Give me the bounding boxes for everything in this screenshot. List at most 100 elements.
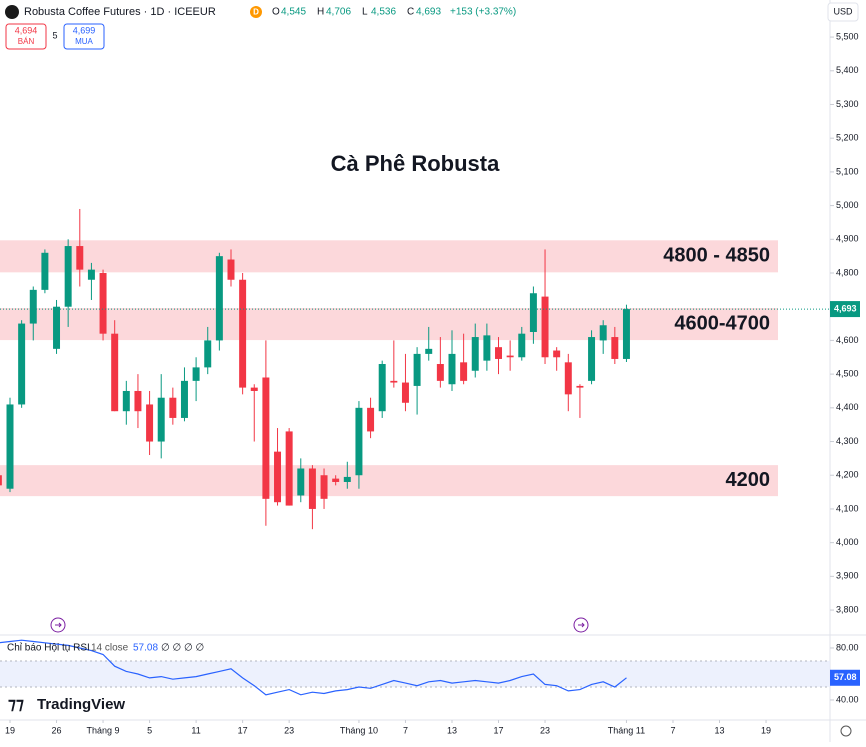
event-icon-arrow xyxy=(55,622,62,628)
rsi-line xyxy=(0,639,627,696)
last-price-box xyxy=(830,301,860,318)
y-tick-label: 3,800 xyxy=(836,604,859,614)
currency-button[interactable] xyxy=(827,2,859,22)
candle-body xyxy=(285,431,293,506)
candle-body xyxy=(378,364,386,412)
candle-body xyxy=(401,382,409,403)
candle-body xyxy=(553,350,561,358)
x-tick-label: Tháng 10 xyxy=(340,725,378,735)
y-tick-label: 4,400 xyxy=(836,402,859,412)
ohlc-label: H xyxy=(317,7,324,18)
candle-body xyxy=(99,273,107,334)
x-tick-label: 7 xyxy=(670,725,675,735)
sell-label: BÁN xyxy=(18,37,35,46)
zone-label: 4800 - 4850 xyxy=(663,245,770,267)
rsi-tick-label: 40.00 xyxy=(836,694,859,704)
candle-body xyxy=(122,390,130,412)
x-tick-label: Tháng 11 xyxy=(608,725,645,735)
logo-mark: ⁊⁊ xyxy=(8,696,24,713)
rsi-band xyxy=(0,660,830,687)
candle-body xyxy=(355,407,363,476)
ohlc-label: C xyxy=(407,7,414,18)
y-tick-label: 4,600 xyxy=(836,335,859,345)
candle-body xyxy=(471,337,479,371)
rsi-params: 14 close xyxy=(91,643,129,654)
rsi-current-label: 57.08 xyxy=(834,672,857,682)
badge xyxy=(250,6,262,18)
candle-body xyxy=(367,407,375,432)
candle-body xyxy=(425,348,433,354)
event-icon[interactable] xyxy=(50,617,66,633)
x-tick-label: 11 xyxy=(191,725,200,735)
y-tick-label: 4,900 xyxy=(836,234,859,244)
y-tick-label: 4,200 xyxy=(836,470,859,480)
x-tick-label: 17 xyxy=(494,725,504,735)
candle-body xyxy=(622,309,630,359)
logo-text: TradingView xyxy=(37,696,125,713)
candle-body xyxy=(483,335,491,361)
x-tick-label: 17 xyxy=(238,725,248,735)
candle-body xyxy=(413,353,421,386)
buy-price: 4,699 xyxy=(73,25,96,35)
ohlc-value: 4,545 xyxy=(281,7,306,18)
zone-label: 4200 xyxy=(726,469,771,491)
candle-body xyxy=(576,385,584,388)
rsi-extras: ∅ ∅ ∅ ∅ xyxy=(161,643,204,654)
x-tick-label: 23 xyxy=(540,725,550,735)
candle-body xyxy=(611,337,619,359)
event-icon[interactable] xyxy=(573,617,589,633)
sell-price: 4,694 xyxy=(15,25,38,35)
candle-body xyxy=(53,306,61,349)
candle-body xyxy=(87,269,95,280)
tv-logo: ⁊⁊ TradingView xyxy=(8,696,125,713)
rsi-current-box xyxy=(830,669,860,686)
candle-body xyxy=(495,347,503,359)
candle-body xyxy=(274,451,282,503)
candle-body xyxy=(343,476,351,482)
y-tick-label: 5,100 xyxy=(836,166,859,176)
ohlc-label: L xyxy=(362,7,368,18)
x-tick-label: 19 xyxy=(5,725,15,735)
candle-body xyxy=(64,246,72,307)
y-tick-label: 5,400 xyxy=(836,65,859,75)
x-tick-label: 23 xyxy=(284,725,294,735)
candle-body xyxy=(76,246,84,270)
zone xyxy=(0,465,778,497)
candle-body xyxy=(332,478,340,482)
candle-body xyxy=(297,468,305,496)
y-tick-label: 5,000 xyxy=(836,200,859,210)
sell-button[interactable] xyxy=(5,23,47,50)
y-tick-label: 5,300 xyxy=(836,99,859,109)
ohlc-label: O xyxy=(272,7,280,18)
ohlc-value: 4,693 xyxy=(416,7,441,18)
candle-body xyxy=(157,397,165,442)
event-icon-arrow xyxy=(578,622,585,628)
x-tick-label: 19 xyxy=(761,725,771,735)
candle-body xyxy=(529,293,537,332)
candle-body xyxy=(599,325,607,341)
candle-body xyxy=(564,362,572,395)
x-tick-label: 26 xyxy=(52,725,62,735)
ohlc-value: 4,706 xyxy=(326,7,351,18)
zone-label: 4600-4700 xyxy=(674,312,770,334)
chart-title: Cà Phê Robusta xyxy=(331,151,500,176)
candle-body xyxy=(41,252,49,290)
x-tick-label: Tháng 9 xyxy=(87,725,120,735)
candle-body xyxy=(436,364,444,381)
change: +153 (+3.37%) xyxy=(450,7,516,18)
candle-body xyxy=(204,340,212,368)
rsi-value: 57.08 xyxy=(133,643,158,654)
candle-body xyxy=(588,337,596,381)
candle-body xyxy=(448,353,456,385)
buy-button[interactable] xyxy=(63,23,105,50)
x-tick-label: 13 xyxy=(447,725,457,735)
settings-icon[interactable] xyxy=(840,725,852,737)
candle-body xyxy=(460,362,468,381)
x-tick-label: 5 xyxy=(147,725,152,735)
candle-body xyxy=(262,377,270,499)
candle-body xyxy=(29,289,37,324)
x-tick-label: 7 xyxy=(403,725,408,735)
y-tick-label: 4,500 xyxy=(836,368,859,378)
